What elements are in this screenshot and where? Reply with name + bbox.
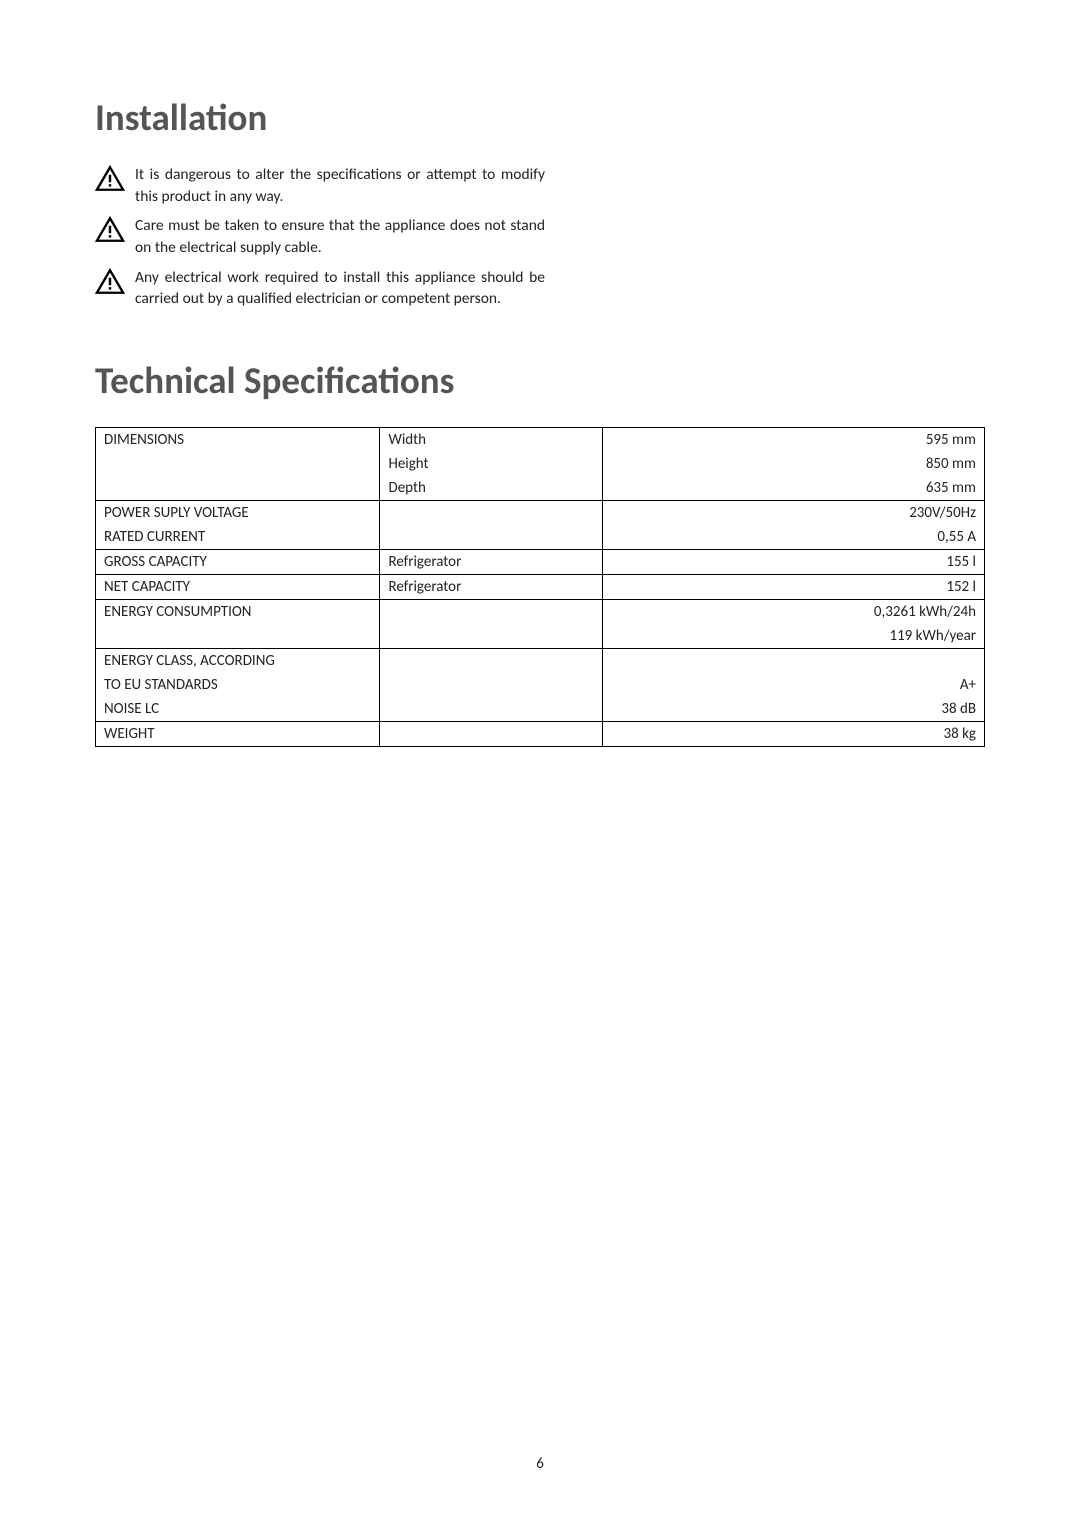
spec-mid xyxy=(380,624,602,649)
table-row: POWER SUPLY VOLTAGE 230V/50Hz xyxy=(96,501,985,526)
spec-value: 595 mm xyxy=(602,428,984,453)
spec-label xyxy=(96,624,380,649)
spec-value: 0,55 A xyxy=(602,525,984,550)
specs-table-body: DIMENSIONSWidth595 mmHeight850 mmDepth63… xyxy=(96,428,985,747)
spec-label: ENERGY CLASS, ACCORDING xyxy=(96,649,380,674)
spec-mid xyxy=(380,600,602,625)
warning-text: Any electrical work required to install … xyxy=(95,267,545,310)
table-row: TO EU STANDARDS A+ xyxy=(96,673,985,697)
spec-value xyxy=(602,649,984,674)
spec-label: TO EU STANDARDS xyxy=(96,673,380,697)
spec-mid xyxy=(380,501,602,526)
warnings-block: It is dangerous to alter the specificati… xyxy=(95,164,545,310)
spec-mid xyxy=(380,525,602,550)
spec-mid: Refrigerator xyxy=(380,550,602,575)
technical-specs-heading: Technical Specifications xyxy=(95,358,985,403)
spec-label: ENERGY CONSUMPTION xyxy=(96,600,380,625)
table-row: WEIGHT 38 kg xyxy=(96,722,985,747)
spec-label xyxy=(96,452,380,476)
table-row: NOISE LC 38 dB xyxy=(96,697,985,722)
page-number: 6 xyxy=(0,1455,1080,1473)
spec-label: NOISE LC xyxy=(96,697,380,722)
specs-table: DIMENSIONSWidth595 mmHeight850 mmDepth63… xyxy=(95,427,985,747)
warning-icon xyxy=(95,268,125,295)
spec-value: 119 kWh/year xyxy=(602,624,984,649)
spec-mid xyxy=(380,697,602,722)
spec-label: GROSS CAPACITY xyxy=(96,550,380,575)
spec-mid: Width xyxy=(380,428,602,453)
warning-text: It is dangerous to alter the specificati… xyxy=(95,164,545,207)
spec-label: POWER SUPLY VOLTAGE xyxy=(96,501,380,526)
table-row: ENERGY CLASS, ACCORDING xyxy=(96,649,985,674)
spec-mid: Refrigerator xyxy=(380,575,602,600)
spec-mid xyxy=(380,722,602,747)
installation-heading: Installation xyxy=(95,95,985,140)
spec-value: 850 mm xyxy=(602,452,984,476)
warning-item: Care must be taken to ensure that the ap… xyxy=(95,215,545,258)
table-row: 119 kWh/year xyxy=(96,624,985,649)
table-row: DIMENSIONSWidth595 mm xyxy=(96,428,985,453)
warning-item: Any electrical work required to install … xyxy=(95,267,545,310)
warning-item: It is dangerous to alter the specificati… xyxy=(95,164,545,207)
spec-value: 155 l xyxy=(602,550,984,575)
spec-mid: Depth xyxy=(380,476,602,501)
table-row: GROSS CAPACITYRefrigerator155 l xyxy=(96,550,985,575)
spec-label: WEIGHT xyxy=(96,722,380,747)
spec-value: 152 l xyxy=(602,575,984,600)
warning-icon xyxy=(95,216,125,243)
spec-value: 635 mm xyxy=(602,476,984,501)
spec-value: 38 kg xyxy=(602,722,984,747)
spec-value: 38 dB xyxy=(602,697,984,722)
table-row: RATED CURRENT 0,55 A xyxy=(96,525,985,550)
spec-label: RATED CURRENT xyxy=(96,525,380,550)
warning-icon xyxy=(95,165,125,192)
spec-value: 0,3261 kWh/24h xyxy=(602,600,984,625)
warning-text: Care must be taken to ensure that the ap… xyxy=(95,215,545,258)
spec-label: DIMENSIONS xyxy=(96,428,380,453)
spec-mid xyxy=(380,649,602,674)
spec-label xyxy=(96,476,380,501)
spec-mid: Height xyxy=(380,452,602,476)
spec-value: 230V/50Hz xyxy=(602,501,984,526)
spec-value: A+ xyxy=(602,673,984,697)
table-row: Depth635 mm xyxy=(96,476,985,501)
table-row: NET CAPACITYRefrigerator152 l xyxy=(96,575,985,600)
table-row: ENERGY CONSUMPTION 0,3261 kWh/24h xyxy=(96,600,985,625)
table-row: Height850 mm xyxy=(96,452,985,476)
spec-label: NET CAPACITY xyxy=(96,575,380,600)
spec-mid xyxy=(380,673,602,697)
